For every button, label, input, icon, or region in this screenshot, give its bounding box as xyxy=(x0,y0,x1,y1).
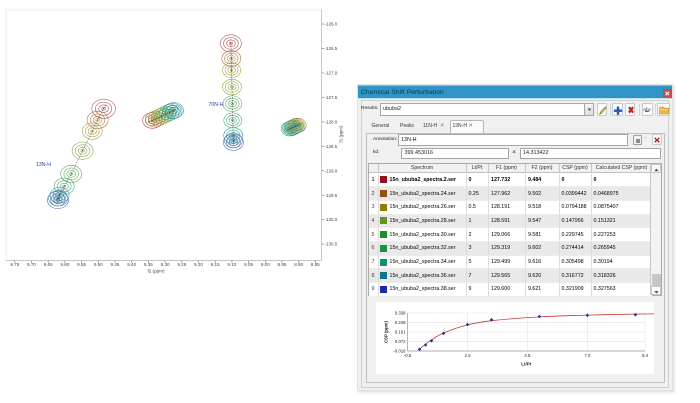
svg-text:9.70: 9.70 xyxy=(27,262,36,267)
svg-text:-0.016: -0.016 xyxy=(393,349,406,354)
svg-text:-127.5: -127.5 xyxy=(325,95,338,100)
svg-text:0.072: 0.072 xyxy=(395,339,406,344)
svg-text:-126.5: -126.5 xyxy=(325,46,338,51)
svg-text:-128.5: -128.5 xyxy=(325,144,338,149)
svg-text:9.65: 9.65 xyxy=(44,262,53,267)
svg-text:0.338: 0.338 xyxy=(395,311,406,316)
svg-text:-127.0: -127.0 xyxy=(325,71,338,76)
svg-text:70N-H: 70N-H xyxy=(209,102,224,108)
svg-text:9.55: 9.55 xyxy=(77,262,86,267)
svg-text:9.00: 9.00 xyxy=(261,262,270,267)
svg-text:8.90: 8.90 xyxy=(294,262,303,267)
svg-text:0.249: 0.249 xyxy=(395,320,406,325)
svg-text:8.85: 8.85 xyxy=(311,262,320,267)
svg-text:-129.5: -129.5 xyxy=(325,193,338,198)
svg-text:4.5: 4.5 xyxy=(524,353,531,358)
svg-text:9.30: 9.30 xyxy=(161,262,170,267)
svg-text:9.35: 9.35 xyxy=(144,262,153,267)
svg-text:9.60: 9.60 xyxy=(60,262,69,267)
svg-text:9.05: 9.05 xyxy=(244,262,253,267)
svg-text:-126.0: -126.0 xyxy=(325,22,338,27)
svg-text:9.45: 9.45 xyxy=(111,262,120,267)
svg-text:-130.0: -130.0 xyxy=(325,217,338,222)
svg-text:CSP (ppm): CSP (ppm) xyxy=(384,320,389,342)
svg-text:9.4: 9.4 xyxy=(642,353,649,358)
svg-text:-0.5: -0.5 xyxy=(404,353,412,358)
svg-text:13N-H: 13N-H xyxy=(36,162,51,168)
svg-text:9.15: 9.15 xyxy=(211,262,220,267)
svg-text:9.75: 9.75 xyxy=(10,262,19,267)
svg-text:f2 (ppm): f2 (ppm) xyxy=(147,269,165,274)
svg-text:9.50: 9.50 xyxy=(94,262,103,267)
svg-text:8.95: 8.95 xyxy=(278,262,287,267)
svg-text:-129.0: -129.0 xyxy=(325,168,338,173)
svg-text:0.161: 0.161 xyxy=(395,330,406,335)
svg-text:9.25: 9.25 xyxy=(177,262,186,267)
svg-text:9.40: 9.40 xyxy=(127,262,136,267)
svg-text:-128.0: -128.0 xyxy=(325,119,338,124)
svg-text:f1 (ppm): f1 (ppm) xyxy=(339,125,344,143)
svg-text:9.20: 9.20 xyxy=(194,262,203,267)
svg-text:9.10: 9.10 xyxy=(227,262,236,267)
svg-text:2.0: 2.0 xyxy=(465,353,472,358)
svg-text:7.0: 7.0 xyxy=(584,353,591,358)
svg-text:Lt/Pt: Lt/Pt xyxy=(521,362,531,367)
svg-text:-130.5: -130.5 xyxy=(325,242,338,247)
